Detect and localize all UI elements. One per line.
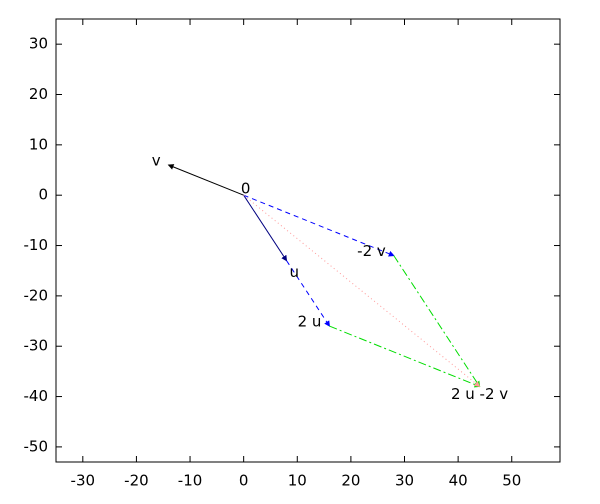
x-tick-label: 30	[395, 472, 414, 490]
y-tick-label: -40	[24, 387, 49, 405]
y-tick-label: 0	[38, 186, 48, 204]
plot-frame	[55, 18, 561, 463]
vector-label: 2 u -2 v	[451, 385, 508, 403]
y-tick-label: 30	[29, 35, 48, 53]
y-tick-label: 20	[29, 85, 48, 103]
y-tick-label: -20	[24, 286, 49, 304]
vector	[393, 255, 481, 388]
vector	[286, 260, 330, 327]
x-tick-label: -20	[124, 472, 149, 490]
vector	[243, 194, 288, 262]
vector-label: u	[290, 263, 300, 281]
vector-label: 2 u	[298, 313, 322, 331]
y-tick-label: -30	[24, 337, 49, 355]
vector	[243, 194, 481, 388]
x-tick-label: 10	[288, 472, 307, 490]
x-tick-label: -10	[178, 472, 203, 490]
y-tick-label: 10	[29, 135, 48, 153]
x-tick-label: -30	[71, 472, 96, 490]
y-tick-label: -10	[24, 236, 49, 254]
x-tick-label: 20	[341, 472, 360, 490]
vector	[329, 325, 481, 388]
x-tick-label: 40	[449, 472, 468, 490]
vector	[167, 164, 244, 196]
x-tick-label: 50	[502, 472, 521, 490]
vector-label: -2 v	[357, 242, 386, 260]
y-tick-label: -50	[24, 437, 49, 455]
vector-label: 0	[241, 180, 251, 198]
x-tick-label: 0	[239, 472, 249, 490]
vector-label: v	[152, 151, 161, 169]
